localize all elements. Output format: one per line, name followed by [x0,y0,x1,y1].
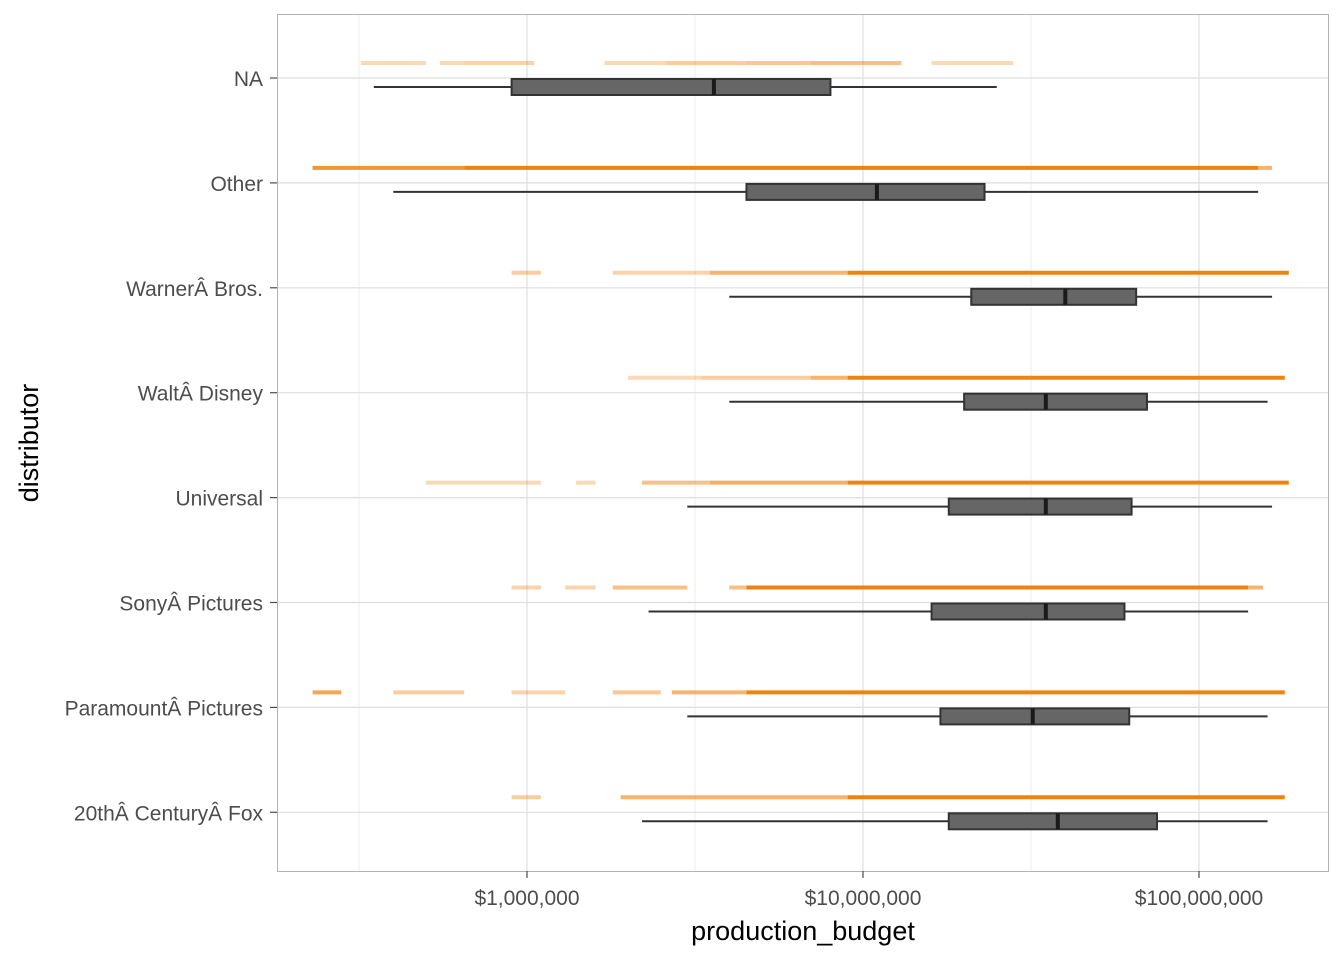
y-tick-label: SonyÂ Pictures [119,593,263,616]
box-universal [687,497,1273,516]
boxes [373,78,1273,831]
box-sony-pictures [648,602,1249,621]
x-tick-label: $100,000,000 [1135,887,1263,910]
box-iqr [745,182,986,201]
y-tick-label: WaltÂ Disney [138,383,264,406]
x-axis-ticks: $1,000,000 $10,000,000 $100,000,000 [474,871,1263,910]
box-iqr [970,287,1138,306]
box-iqr [963,392,1148,411]
box-iqr [947,812,1159,831]
panel-border [277,14,1329,872]
x-axis-title: production_budget [691,916,915,946]
box-iqr [930,602,1126,621]
box-iqr [947,497,1133,516]
box-na [373,78,997,96]
y-tick-label: 20thÂ CenturyÂ Fox [74,802,264,825]
box-paramount-pictures [687,707,1268,726]
x-tick-label: $1,000,000 [474,887,579,910]
box-iqr [510,78,832,96]
y-axis-title: distributor [14,384,44,503]
box-20th-century-fox [642,812,1268,831]
box-warner-bros- [729,287,1273,306]
y-tick-label: NA [234,68,263,91]
box-walt-disney [729,392,1268,411]
x-tick-label: $10,000,000 [805,887,922,910]
y-tick-label: WarnerÂ Bros. [126,278,263,301]
box-iqr [939,707,1131,726]
y-tick-label: ParamountÂ Pictures [65,697,263,720]
grid-lines [277,14,1328,871]
y-tick-label: Other [210,173,263,196]
box-other [393,182,1259,201]
y-axis-ticks: NA Other WarnerÂ Bros. WaltÂ Disney Universa… [65,68,277,825]
y-tick-label: Universal [175,488,263,511]
rug-marks [312,61,1289,800]
